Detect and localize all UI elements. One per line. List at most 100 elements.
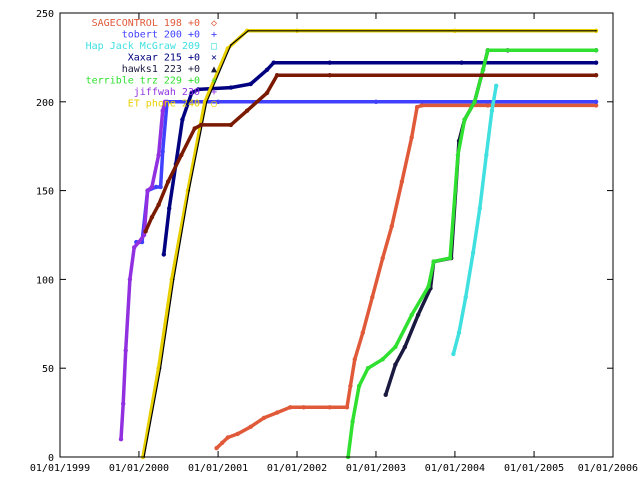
data-point [409, 312, 414, 318]
data-point [414, 104, 420, 110]
data-point [462, 117, 467, 122]
axis-layer: 0 50 100 150 200 250 01/01/1999 01/01/2000 01/01… [30, 9, 638, 474]
data-point [173, 278, 175, 281]
legend-marker: + [211, 30, 217, 41]
data-point [477, 206, 482, 211]
y-tick-label: 150 [36, 187, 54, 198]
series-line [451, 85, 498, 355]
legend-marker: ▲ [211, 64, 217, 75]
series-line [119, 101, 167, 440]
data-point [415, 312, 421, 318]
data-point [167, 206, 172, 211]
series-2 [451, 83, 499, 357]
data-point [447, 255, 453, 261]
legend: SAGECONTROL 198 +0 ◇ tobert 200 +0 + Hap Jac… [86, 18, 217, 110]
x-tick-label: 01/01/1999 [30, 463, 90, 474]
x-tick-label: 01/01/2002 [267, 463, 327, 474]
data-point [261, 415, 267, 421]
data-point [383, 392, 388, 397]
data-point [248, 81, 253, 87]
data-point [160, 149, 165, 154]
legend-label: terrible trz 229 +0 [86, 76, 200, 87]
legend-marker: + [211, 87, 217, 98]
data-point [179, 152, 184, 158]
data-point [132, 245, 137, 250]
data-point [244, 108, 250, 113]
data-point [264, 90, 270, 96]
legend-label: Xaxar 215 +0 [128, 53, 200, 64]
data-point [121, 401, 126, 406]
x-tick-label: 01/01/2005 [504, 463, 564, 474]
data-point [149, 184, 155, 190]
data-point [149, 215, 155, 220]
data-point [182, 99, 188, 105]
series-6 [118, 99, 168, 442]
data-point [141, 232, 147, 238]
legend-marker: □ [211, 41, 217, 52]
x-tick-label: 01/01/2003 [346, 463, 406, 474]
data-point [274, 410, 280, 415]
data-point [225, 435, 230, 440]
legend-label: tobert 200 +0 [122, 30, 200, 41]
series-0 [214, 103, 599, 451]
data-point [118, 437, 124, 442]
data-point [153, 184, 159, 190]
legend-marker: ○ [211, 99, 217, 110]
y-tick-label: 50 [42, 364, 54, 375]
legend-label: Hap Jack McGraw 209 [86, 41, 200, 52]
data-point [455, 152, 461, 158]
data-point [143, 229, 148, 234]
data-point [162, 99, 168, 105]
data-point [402, 344, 408, 350]
series-layer [118, 28, 599, 460]
data-point [485, 103, 490, 108]
data-point [160, 108, 165, 113]
data-point [214, 445, 219, 451]
legend-label: ET phone 240 [128, 99, 200, 110]
data-point [348, 383, 353, 389]
data-point [380, 357, 385, 362]
x-tick-label: 01/01/2006 [578, 463, 638, 474]
data-point [393, 344, 398, 350]
data-point [365, 366, 371, 371]
data-point [327, 405, 332, 410]
data-point [274, 73, 280, 78]
data-point [127, 277, 133, 282]
data-point [480, 67, 486, 73]
data-point [419, 103, 424, 108]
data-point [494, 83, 499, 89]
series-line [346, 48, 597, 458]
data-point [459, 60, 464, 65]
data-point [327, 60, 332, 65]
data-point [327, 73, 332, 78]
data-point [235, 431, 240, 437]
data-point [228, 122, 234, 128]
data-point [426, 284, 431, 289]
data-point [158, 184, 163, 190]
series-9 [143, 73, 599, 234]
legend-label: hawks1 223 +0 [122, 64, 200, 75]
legend-label: jiffwah 230 [134, 87, 200, 98]
data-point [463, 295, 468, 300]
data-point [169, 277, 174, 282]
data-point [230, 44, 232, 46]
data-point [156, 202, 161, 207]
y-tick-label: 0 [48, 453, 54, 464]
data-point [206, 101, 208, 103]
x-tick-label: 01/01/2001 [188, 463, 248, 474]
data-point [344, 405, 350, 410]
data-point [409, 135, 414, 140]
data-point [215, 99, 221, 105]
data-point [145, 188, 150, 193]
data-point [352, 357, 357, 362]
data-point [136, 239, 142, 245]
data-point [188, 189, 190, 192]
data-point [192, 126, 197, 131]
plot-border [59, 12, 614, 458]
data-point [451, 351, 456, 357]
data-point [373, 99, 379, 105]
data-point [389, 223, 394, 229]
y-tick-label: 100 [36, 275, 54, 286]
